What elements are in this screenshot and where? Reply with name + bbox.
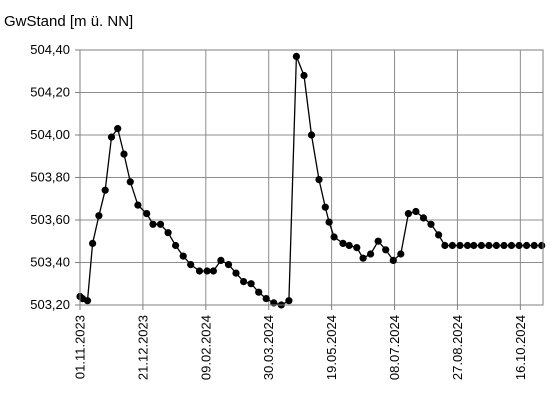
data-point — [397, 250, 405, 258]
data-point — [107, 133, 116, 141]
data-point — [262, 295, 270, 303]
y-axis-title: GwStand [m ü. NN] — [4, 13, 133, 30]
x-tick-label: 01.11.2023 — [73, 315, 88, 379]
x-tick-label: 08.07.2024 — [387, 315, 402, 380]
x-tick-labels: 01.11.2023 21.12.2023 09.02.2024 30.03.2024… — [73, 315, 528, 380]
data-point — [463, 241, 472, 250]
data-point — [203, 267, 211, 275]
data-point — [300, 71, 308, 80]
data-point — [412, 207, 420, 216]
grid — [75, 49, 543, 310]
data-point — [164, 229, 172, 237]
y-tick-label: 503,20 — [30, 297, 70, 312]
data-point — [101, 186, 109, 194]
data-point — [209, 267, 217, 275]
data-point — [492, 241, 500, 250]
data-point — [330, 233, 338, 241]
y-tick-label: 503,60 — [30, 212, 70, 227]
data-point — [500, 241, 508, 250]
data-point — [470, 241, 478, 250]
data-point — [507, 241, 516, 250]
y-tick-label: 503,80 — [30, 170, 70, 185]
data-point — [448, 241, 456, 250]
data-point — [315, 176, 323, 184]
data-point — [217, 256, 225, 264]
data-point — [359, 254, 367, 262]
data-point — [456, 241, 464, 250]
data-point — [441, 241, 449, 250]
series-groundwater-level — [76, 52, 546, 309]
data-point — [126, 178, 134, 186]
x-tick-label: 21.12.2023 — [135, 315, 150, 380]
y-tick-labels: 503,20 503,40 503,60 503,80 504,00 504,20 504,… — [30, 42, 70, 312]
data-point — [382, 246, 390, 254]
data-point — [179, 252, 187, 260]
data-point — [339, 239, 347, 247]
series-line — [79, 55, 542, 306]
data-point — [89, 239, 97, 247]
data-point — [187, 261, 195, 269]
plot-border — [79, 49, 544, 306]
y-tick-label: 504,20 — [30, 85, 70, 100]
data-point — [240, 278, 248, 286]
data-point — [247, 280, 255, 288]
data-point — [345, 241, 353, 250]
data-point — [224, 261, 233, 269]
data-point — [374, 237, 382, 245]
data-point — [255, 288, 263, 296]
data-point — [485, 241, 493, 250]
data-point — [134, 201, 142, 209]
data-point — [120, 150, 128, 158]
x-tick-label: 30.03.2024 — [261, 315, 276, 380]
data-point — [321, 203, 329, 211]
data-point — [143, 210, 151, 218]
x-tick-label: 16.10.2024 — [513, 315, 528, 380]
x-tick-label: 19.05.2024 — [324, 315, 339, 380]
data-point — [427, 220, 435, 228]
data-point — [232, 269, 240, 277]
y-tick-label: 504,00 — [30, 127, 70, 142]
data-point — [419, 214, 428, 222]
y-tick-label: 504,40 — [30, 42, 70, 57]
data-point — [477, 241, 485, 250]
data-point — [195, 267, 204, 275]
data-point — [389, 256, 397, 264]
data-point — [156, 220, 165, 228]
data-point — [367, 250, 375, 258]
data-point — [83, 297, 92, 305]
data-point — [530, 241, 538, 250]
data-point — [404, 210, 412, 218]
y-tick-label: 503,40 — [30, 255, 70, 270]
data-point — [538, 241, 546, 250]
data-point — [435, 231, 443, 239]
x-tick-label: 09.02.2024 — [198, 315, 213, 380]
data-point — [325, 218, 333, 226]
x-tick-label: 27.08.2024 — [450, 315, 465, 380]
data-point — [307, 131, 316, 139]
data-point — [515, 241, 523, 250]
data-point — [95, 212, 103, 220]
data-point — [353, 244, 361, 252]
data-point — [285, 297, 293, 305]
data-point — [149, 220, 157, 228]
data-point — [292, 52, 300, 61]
data-point — [114, 125, 122, 133]
data-point — [523, 241, 531, 250]
data-point — [172, 241, 180, 250]
